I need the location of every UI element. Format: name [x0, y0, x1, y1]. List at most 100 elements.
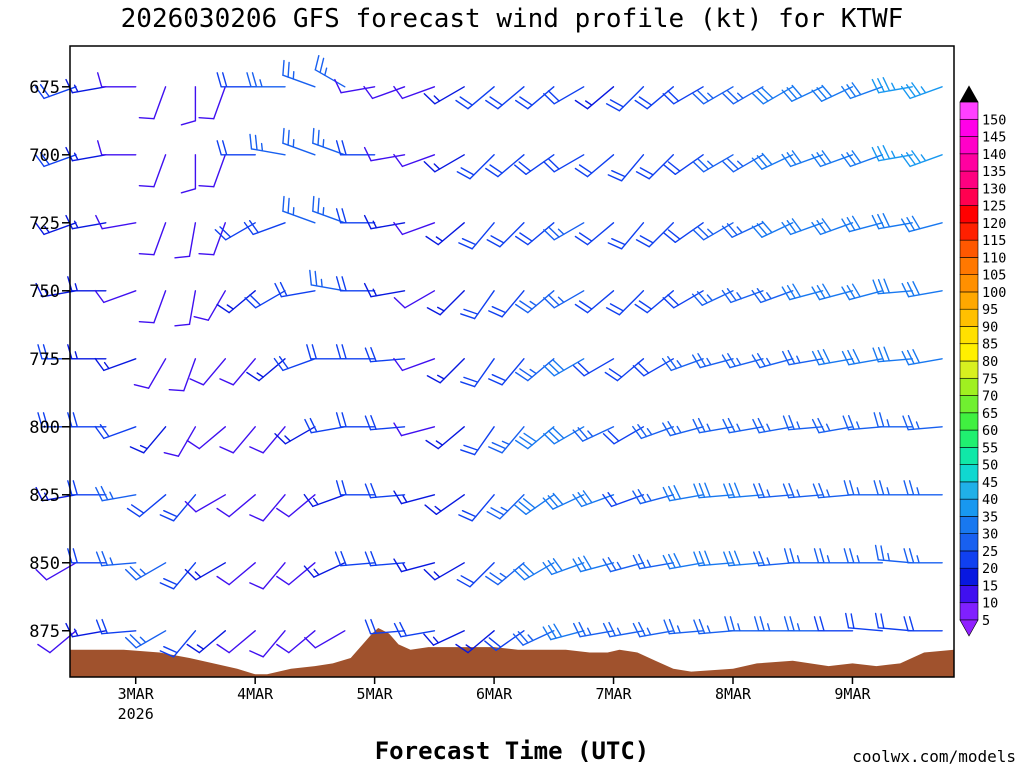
wind-barb-825-13 — [424, 494, 465, 515]
wind-barb-750-28 — [872, 278, 913, 295]
wind-barb-725-20 — [635, 222, 674, 248]
y-axis: 675 700 725 750 775 800 825 850 875 — [29, 78, 70, 642]
wind-barb-750-21 — [662, 290, 704, 309]
wind-barb-875-5 — [186, 630, 227, 654]
wind-barb-725-29 — [901, 215, 943, 233]
wind-barb-775-18 — [572, 358, 615, 377]
wind-barb-725-26 — [811, 218, 854, 236]
wind-barb-850-12 — [393, 558, 436, 573]
wind-barb-775-17 — [543, 358, 585, 377]
wind-barb-850-25 — [783, 548, 824, 564]
wind-barb-875-26 — [813, 616, 854, 632]
wind-barb-725-3 — [138, 222, 167, 256]
wind-barb-875-28 — [874, 612, 913, 632]
colorbar-label-110: 110 — [982, 250, 1006, 266]
colorbar-label-130: 130 — [982, 181, 1006, 197]
wind-barb-675-9 — [314, 55, 346, 88]
wind-barb-850-11 — [364, 551, 406, 567]
y-tick-label-850: 850 — [29, 554, 60, 574]
colorbar-swatch-115 — [959, 222, 979, 241]
wind-barb-725-22 — [692, 222, 734, 241]
wind-barb-725-25 — [781, 218, 824, 236]
y-tick-label-675: 675 — [29, 78, 60, 98]
colorbar-label-85: 85 — [982, 337, 998, 353]
wind-barb-850-24 — [753, 551, 794, 567]
wind-barb-800-5 — [186, 426, 227, 450]
wind-barb-775-23 — [721, 353, 764, 369]
colorbar-swatch-120 — [959, 205, 979, 224]
wind-barb-725-11 — [363, 214, 406, 230]
colorbar-swatch-130 — [959, 170, 979, 189]
wind-barb-750-18 — [574, 290, 615, 314]
wind-barb-850-5 — [184, 562, 227, 581]
wind-barb-775-5 — [189, 358, 227, 386]
colorbar-label-115: 115 — [982, 233, 1006, 249]
colorbar-swatch-105 — [959, 257, 979, 275]
colorbar-label-125: 125 — [982, 199, 1006, 215]
colorbar-label-5: 5 — [982, 613, 990, 629]
wind-barb-825-8 — [276, 494, 316, 518]
wind-barb-750-17 — [543, 290, 585, 309]
wind-barb-675-17 — [543, 86, 585, 105]
colorbar-swatch-100 — [959, 274, 979, 293]
wind-barb-750-16 — [515, 290, 555, 314]
wind-barb-775-11 — [364, 347, 406, 363]
colorbar-swatch-125 — [959, 188, 979, 206]
colorbar-label-80: 80 — [982, 354, 998, 370]
wind-barb-750-15 — [488, 290, 525, 318]
wind-barb-800-12 — [393, 422, 436, 437]
wind-barb-775-29 — [901, 349, 943, 366]
wind-barb-700-12 — [393, 153, 436, 168]
wind-barb-750-5 — [193, 290, 227, 321]
wind-barb-850-13 — [423, 562, 465, 581]
wind-barb-825-2 — [95, 485, 137, 502]
wind-barb-875-9 — [304, 630, 346, 649]
wind-barb-800-11 — [364, 415, 406, 431]
wind-barb-700-21 — [663, 154, 704, 176]
wind-barb-725-15 — [486, 222, 525, 248]
x-tick-label-5MAR: 5MAR — [357, 685, 394, 703]
wind-barb-875-25 — [783, 616, 824, 632]
credit-label: coolwx.com/models — [852, 747, 1016, 766]
wind-barb-675-16 — [515, 86, 555, 110]
wind-barb-750-6 — [216, 290, 256, 314]
wind-barb-875-7 — [249, 630, 286, 658]
colorbar-swatch-15 — [959, 567, 979, 586]
colorbar-swatch-25 — [959, 533, 979, 552]
wind-barb-875-22 — [693, 618, 734, 635]
wind-barb-725-6 — [214, 222, 256, 241]
wind-barb-825-21 — [662, 485, 704, 502]
wind-barb-875-8 — [276, 630, 316, 654]
colorbar-swatch-70 — [959, 377, 979, 396]
wind-barb-775-14 — [460, 358, 495, 388]
colorbar-swatch-5 — [959, 602, 979, 621]
wind-barb-850-14 — [456, 562, 495, 588]
wind-barb-725-28 — [871, 212, 913, 230]
wind-barb-850-28 — [874, 544, 913, 564]
wind-barb-775-13 — [426, 358, 465, 384]
wind-barb-775-19 — [604, 358, 645, 382]
colorbar-label-15: 15 — [982, 579, 998, 595]
wind-barb-700-22 — [692, 154, 734, 173]
wind-barb-675-19 — [605, 86, 645, 112]
colorbar-label-55: 55 — [982, 440, 998, 456]
wind-barb-675-29 — [900, 82, 943, 100]
colorbar-swatch-110 — [959, 239, 979, 258]
wind-barb-700-26 — [811, 150, 854, 168]
wind-barb-700-10 — [335, 140, 376, 156]
colorbar-label-105: 105 — [982, 268, 1006, 284]
wind-barb-875-12 — [393, 621, 436, 638]
wind-barb-750-27 — [841, 283, 883, 301]
wind-barb-825-29 — [903, 480, 943, 496]
wind-barb-800-14 — [460, 426, 495, 456]
wind-barb-675-12 — [393, 85, 436, 100]
colorbar-label-70: 70 — [982, 389, 998, 405]
wind-barb-850-7 — [249, 562, 286, 590]
wind-barb-700-13 — [423, 154, 465, 173]
wind-barb-825-3 — [126, 494, 167, 518]
wind-barb-700-23 — [722, 154, 764, 173]
wind-barb-875-14 — [455, 630, 495, 654]
colorbar-top-arrow — [959, 85, 979, 103]
wind-barb-850-26 — [813, 548, 854, 564]
wind-barb-675-4 — [180, 86, 197, 126]
